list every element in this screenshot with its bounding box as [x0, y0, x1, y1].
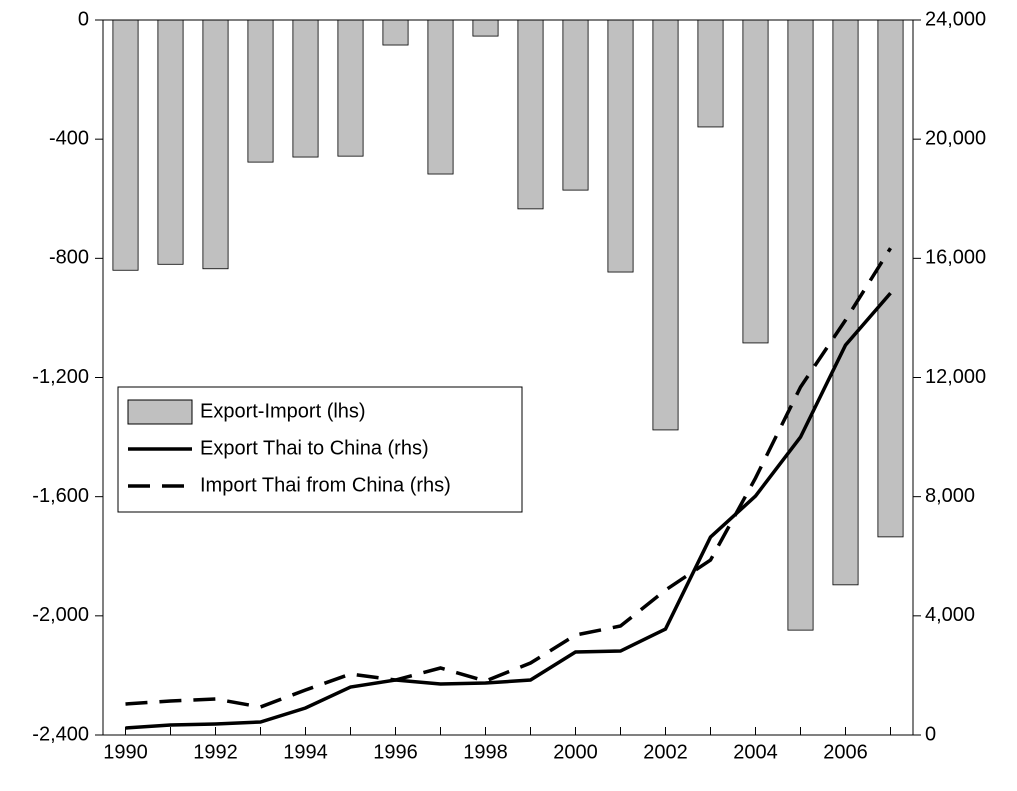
plot-frame: [102, 19, 914, 736]
x-tick-label: 2000: [553, 741, 598, 763]
line: [125, 291, 892, 730]
x-tick-label: 1996: [373, 741, 418, 763]
x-tick-label: 2004: [733, 741, 778, 763]
legend-label: Import Thai from China (rhs): [200, 474, 451, 496]
x-tick-label: 1990: [103, 741, 148, 763]
legend-swatch: [127, 399, 193, 425]
y-tick-label: -2,000: [32, 604, 89, 626]
bar: [832, 19, 859, 586]
bar: [157, 19, 184, 265]
y2-tick-label: 16,000: [925, 247, 986, 269]
y2-tick-label: 20,000: [925, 127, 986, 149]
y-tick-label: -400: [49, 127, 89, 149]
x-tick-label: 1994: [283, 741, 328, 763]
bar: [247, 19, 274, 163]
bar: [787, 19, 814, 631]
bar: [382, 19, 409, 46]
bar: [112, 19, 139, 271]
x-tick-label: 1998: [463, 741, 508, 763]
bar: [607, 19, 634, 273]
bar: [562, 19, 589, 191]
y-tick-label: -2,400: [32, 723, 89, 745]
y2-tick-label: 4,000: [925, 604, 975, 626]
y-tick-label: -1,600: [32, 485, 89, 507]
bar: [652, 19, 679, 431]
bar: [292, 19, 319, 158]
legend-label: Export Thai to China (rhs): [200, 437, 429, 459]
bar: [427, 19, 454, 175]
bar: [697, 19, 724, 128]
y2-tick-label: 8,000: [925, 485, 975, 507]
bar: [337, 19, 364, 157]
x-tick-label: 1992: [193, 741, 238, 763]
bar: [472, 19, 499, 37]
bar: [742, 19, 769, 344]
x-tick-label: 2002: [643, 741, 688, 763]
bar: [517, 19, 544, 210]
y2-tick-label: 12,000: [925, 366, 986, 388]
legend-label: Export-Import (lhs): [200, 400, 366, 422]
bar: [877, 19, 904, 538]
line: [125, 247, 892, 709]
y-tick-label: 0: [78, 8, 89, 30]
bar: [202, 19, 229, 270]
y2-tick-label: 24,000: [925, 8, 986, 30]
y-tick-label: -800: [49, 247, 89, 269]
y-tick-label: -1,200: [32, 366, 89, 388]
x-tick-label: 2006: [823, 741, 868, 763]
y2-tick-label: 0: [925, 723, 936, 745]
